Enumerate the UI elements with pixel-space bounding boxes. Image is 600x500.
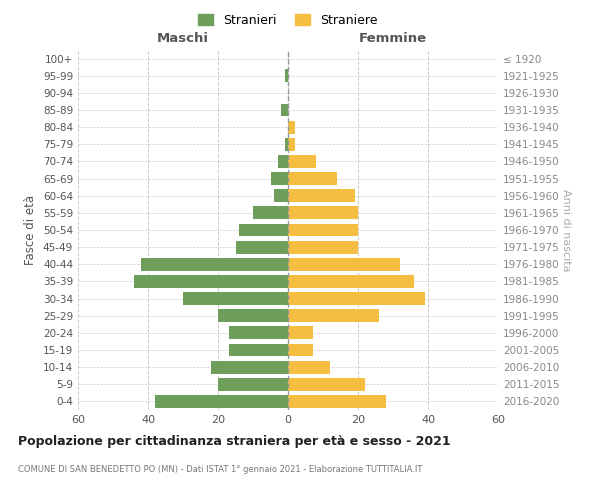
Bar xyxy=(288,172,337,185)
Bar xyxy=(288,155,316,168)
Bar xyxy=(211,360,288,374)
Bar xyxy=(274,190,288,202)
Bar xyxy=(218,310,288,322)
Text: Maschi: Maschi xyxy=(157,32,209,45)
Bar xyxy=(271,172,288,185)
Bar xyxy=(277,155,288,168)
Bar xyxy=(288,190,355,202)
Y-axis label: Fasce di età: Fasce di età xyxy=(25,195,37,265)
Bar xyxy=(288,224,358,236)
Bar xyxy=(288,120,295,134)
Bar xyxy=(155,395,288,408)
Bar xyxy=(288,360,330,374)
Bar xyxy=(288,275,414,288)
Bar xyxy=(281,104,288,117)
Bar xyxy=(288,326,313,340)
Bar xyxy=(239,224,288,236)
Bar xyxy=(253,206,288,220)
Bar xyxy=(183,292,288,305)
Bar xyxy=(288,138,295,150)
Bar xyxy=(229,344,288,356)
Text: Femmine: Femmine xyxy=(359,32,427,45)
Bar xyxy=(235,240,288,254)
Legend: Stranieri, Straniere: Stranieri, Straniere xyxy=(193,8,383,32)
Bar xyxy=(141,258,288,270)
Bar xyxy=(288,258,400,270)
Bar xyxy=(134,275,288,288)
Bar xyxy=(284,138,288,150)
Text: Popolazione per cittadinanza straniera per età e sesso - 2021: Popolazione per cittadinanza straniera p… xyxy=(18,435,451,448)
Bar xyxy=(288,206,358,220)
Y-axis label: Anni di nascita: Anni di nascita xyxy=(561,188,571,271)
Bar xyxy=(288,292,425,305)
Bar xyxy=(288,395,386,408)
Bar xyxy=(288,240,358,254)
Text: COMUNE DI SAN BENEDETTO PO (MN) - Dati ISTAT 1° gennaio 2021 - Elaborazione TUTT: COMUNE DI SAN BENEDETTO PO (MN) - Dati I… xyxy=(18,465,422,474)
Bar xyxy=(229,326,288,340)
Bar xyxy=(288,344,313,356)
Bar xyxy=(288,378,365,390)
Bar xyxy=(288,310,379,322)
Bar xyxy=(284,70,288,82)
Bar xyxy=(218,378,288,390)
